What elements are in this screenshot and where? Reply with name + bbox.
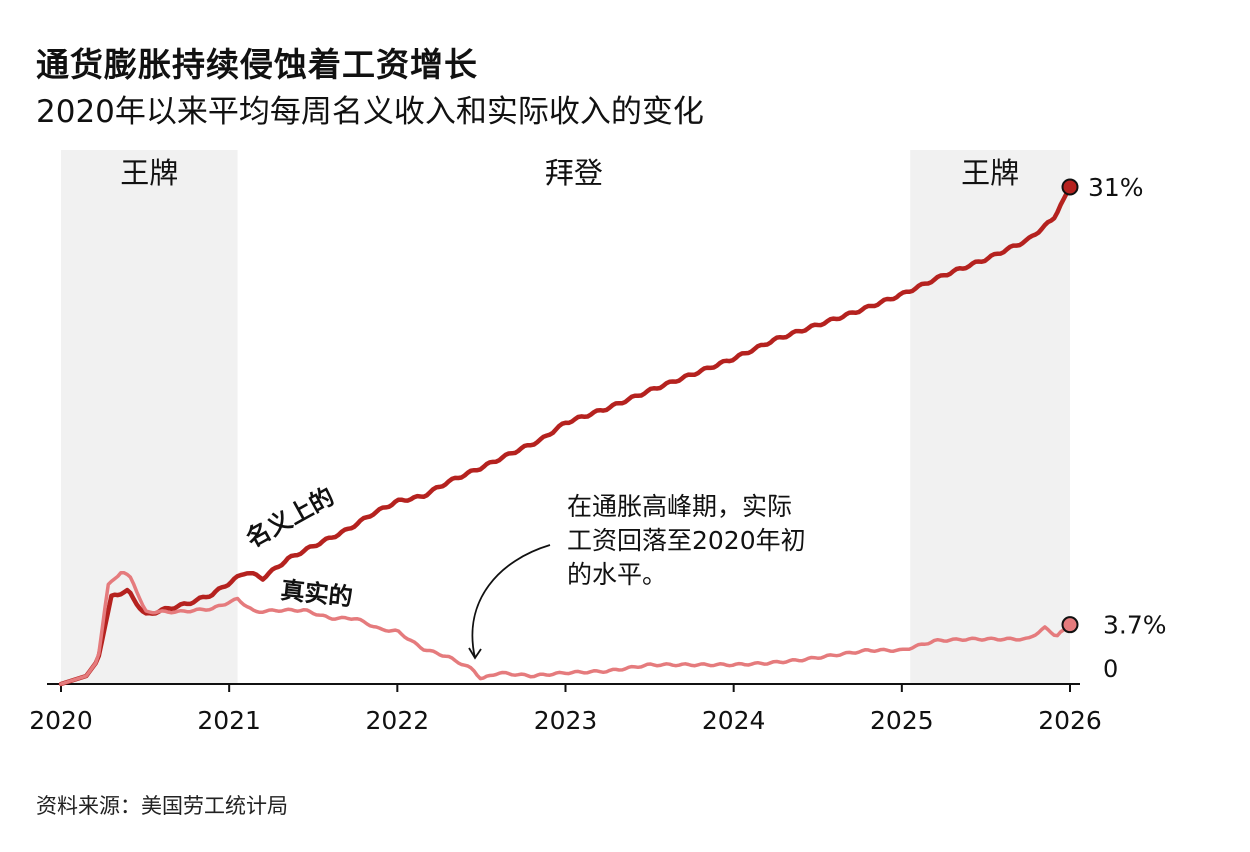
callout-arrow bbox=[471, 544, 551, 659]
period-label: 王牌 bbox=[961, 156, 1019, 190]
x-tick-label: 2021 bbox=[197, 706, 261, 735]
x-tick-label: 2022 bbox=[366, 706, 430, 735]
real-series-label: 真实的 bbox=[279, 576, 354, 611]
callout-text-line: 的水平。 bbox=[567, 560, 667, 589]
real-end-marker bbox=[1061, 616, 1079, 634]
x-tick-label: 2023 bbox=[534, 706, 598, 735]
nominal-end-marker bbox=[1061, 178, 1079, 196]
source-note: 资料来源：美国劳工统计局 bbox=[36, 794, 288, 818]
callout-text-line: 工资回落至2020年初 bbox=[567, 526, 806, 555]
period-label: 拜登 bbox=[545, 156, 603, 190]
period-band bbox=[910, 150, 1070, 684]
x-tick-label: 2026 bbox=[1038, 706, 1102, 735]
end-markers: 31% 3.7% bbox=[1061, 173, 1167, 640]
period-band bbox=[61, 150, 238, 684]
nominal-series-line bbox=[58, 184, 1073, 687]
y-zero-label: 0 bbox=[1103, 655, 1118, 683]
series-lines bbox=[58, 184, 1073, 687]
real-end-label: 3.7% bbox=[1103, 611, 1167, 640]
real-series-line bbox=[59, 570, 1072, 686]
x-tick-label: 2025 bbox=[870, 706, 934, 735]
period-label: 王牌 bbox=[120, 156, 178, 190]
x-tick-label: 2024 bbox=[702, 706, 766, 735]
chart-title: 通货膨胀持续侵蚀着工资增长 bbox=[36, 45, 478, 84]
nominal-end-label: 31% bbox=[1088, 173, 1144, 202]
period-bands: 王牌 拜登 王牌 bbox=[61, 150, 1070, 684]
x-tick-label: 2020 bbox=[29, 706, 93, 735]
chart-subtitle: 2020年以来平均每周名义收入和实际收入的变化 bbox=[36, 94, 704, 130]
callout-text-line: 在通胀高峰期，实际 bbox=[567, 492, 792, 521]
callout-arrowhead bbox=[468, 647, 482, 660]
